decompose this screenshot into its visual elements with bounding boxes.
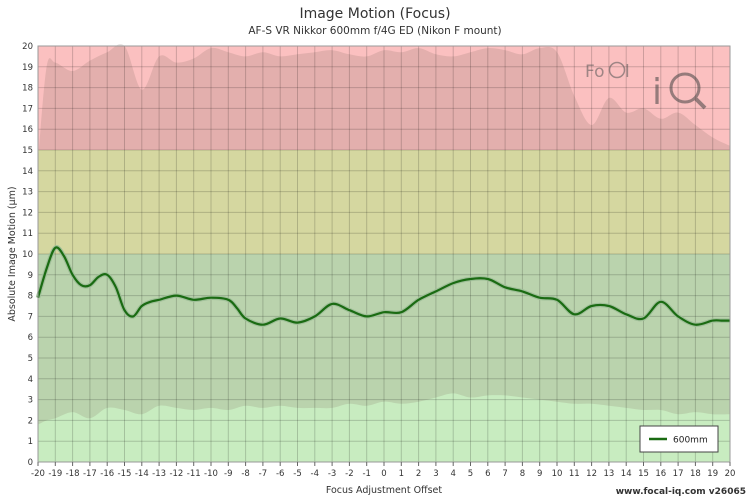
x-tick-label: 6 bbox=[485, 469, 490, 479]
svg-text:i: i bbox=[652, 72, 662, 113]
x-tick-label: 17 bbox=[673, 469, 684, 479]
y-tick-label: 5 bbox=[28, 354, 33, 364]
x-tick-label: 5 bbox=[468, 469, 473, 479]
x-tick-label: -6 bbox=[276, 469, 284, 479]
x-tick-label: -13 bbox=[152, 469, 166, 479]
y-tick-label: 11 bbox=[22, 229, 33, 239]
x-tick-label: -7 bbox=[259, 469, 267, 479]
chart-title: Image Motion (Focus) bbox=[299, 6, 451, 22]
x-tick-label: 3 bbox=[433, 469, 438, 479]
x-tick-label: 20 bbox=[725, 469, 736, 479]
x-tick-label: 19 bbox=[707, 469, 718, 479]
x-tick-label: 18 bbox=[690, 469, 701, 479]
x-tick-label: -11 bbox=[187, 469, 201, 479]
y-tick-label: 3 bbox=[28, 396, 33, 406]
x-tick-label: -4 bbox=[311, 469, 319, 479]
y-axis-label: Absolute Image Motion (µm) bbox=[7, 186, 18, 321]
svg-text:l: l bbox=[625, 62, 630, 82]
x-tick-label: 15 bbox=[638, 469, 649, 479]
x-tick-label: -3 bbox=[328, 469, 336, 479]
x-tick-label: -1 bbox=[362, 469, 370, 479]
x-tick-label: 10 bbox=[552, 469, 563, 479]
y-tick-label: 7 bbox=[28, 312, 33, 322]
y-tick-label: 15 bbox=[22, 146, 33, 156]
legend-label: 600mm bbox=[673, 436, 708, 446]
y-tick-label: 14 bbox=[22, 167, 33, 177]
y-tick-label: 0 bbox=[28, 458, 33, 468]
x-tick-label: 16 bbox=[655, 469, 666, 479]
x-tick-label: 9 bbox=[537, 469, 542, 479]
watermark: www.focal-iq.com v26065 bbox=[615, 487, 746, 497]
range-envelope bbox=[38, 44, 730, 425]
x-tick-label: -19 bbox=[48, 469, 62, 479]
x-tick-label: 12 bbox=[586, 469, 597, 479]
series-line-600mm bbox=[36, 246, 730, 326]
y-tick-label: 16 bbox=[22, 125, 33, 135]
x-tick-label: 13 bbox=[603, 469, 614, 479]
zone-band-1 bbox=[38, 150, 730, 254]
y-tick-label: 2 bbox=[28, 416, 33, 426]
x-tick-label: -20 bbox=[31, 469, 45, 479]
x-tick-label: -17 bbox=[83, 469, 97, 479]
x-tick-label: 8 bbox=[520, 469, 525, 479]
x-tick-label: -8 bbox=[241, 469, 249, 479]
logo-text-focal: Fo bbox=[585, 62, 605, 82]
x-tick-label: 1 bbox=[399, 469, 404, 479]
x-tick-label: -10 bbox=[204, 469, 218, 479]
y-tick-label: 13 bbox=[22, 188, 33, 198]
x-tick-label: -5 bbox=[293, 469, 301, 479]
x-tick-label: -18 bbox=[66, 469, 80, 479]
x-tick-label: 2 bbox=[416, 469, 421, 479]
x-tick-label: -2 bbox=[345, 469, 353, 479]
x-axis-label: Focus Adjustment Offset bbox=[326, 485, 443, 496]
x-tick-label: 11 bbox=[569, 469, 580, 479]
y-tick-label: 12 bbox=[22, 208, 33, 218]
y-tick-label: 18 bbox=[22, 84, 33, 94]
chart-subtitle: AF-S VR Nikkor 600mm f/4G ED (Nikon F mo… bbox=[248, 25, 502, 37]
y-tick-label: 10 bbox=[22, 250, 33, 260]
y-tick-label: 8 bbox=[28, 292, 33, 302]
x-tick-label: -16 bbox=[100, 469, 114, 479]
zone-band-0 bbox=[38, 254, 730, 462]
x-tick-label: 4 bbox=[450, 469, 455, 479]
y-tick-label: 1 bbox=[28, 437, 33, 447]
y-tick-label: 19 bbox=[22, 63, 33, 73]
focal-iq-logo: Fo l i bbox=[585, 61, 707, 113]
x-tick-label: 14 bbox=[621, 469, 632, 479]
y-tick-label: 4 bbox=[28, 375, 33, 385]
x-tick-label: -12 bbox=[169, 469, 183, 479]
x-tick-label: 7 bbox=[502, 469, 507, 479]
x-tick-label: -15 bbox=[118, 469, 132, 479]
x-tick-label: -9 bbox=[224, 469, 232, 479]
y-tick-label: 17 bbox=[22, 104, 33, 114]
x-tick-label: 0 bbox=[381, 469, 386, 479]
y-tick-label: 9 bbox=[28, 271, 33, 281]
x-tick-label: -14 bbox=[135, 469, 149, 479]
y-tick-label: 20 bbox=[22, 42, 33, 52]
y-tick-label: 6 bbox=[28, 333, 33, 343]
